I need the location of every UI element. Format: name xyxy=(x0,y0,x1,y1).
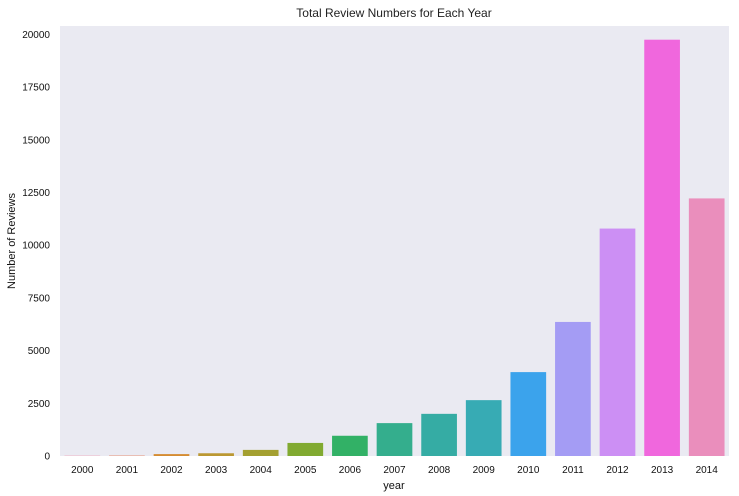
y-tick-label: 20000 xyxy=(22,30,50,41)
bar-2010 xyxy=(510,372,547,456)
x-tick-label: 2008 xyxy=(428,465,451,476)
y-tick-label: 10000 xyxy=(22,241,50,252)
bar-2008 xyxy=(421,413,457,456)
x-tick-label: 2006 xyxy=(339,465,362,476)
x-axis-label: year xyxy=(383,480,405,492)
x-tick-label: 2004 xyxy=(250,465,273,476)
x-tick-labels: 2000 2001 2002 2003 2004 2005 2006 2007 2008 2009… xyxy=(71,465,718,476)
bar-2005 xyxy=(287,442,324,456)
x-tick-label: 2003 xyxy=(205,465,228,476)
y-axis-label: Number of Reviews xyxy=(6,193,18,289)
x-tick-label: 2011 xyxy=(562,465,584,476)
x-tick-label: 2000 xyxy=(71,465,94,476)
x-tick-label: 2002 xyxy=(160,465,183,476)
bars-group xyxy=(64,39,725,457)
x-tick-label: 2007 xyxy=(383,465,406,476)
x-tick-label: 2009 xyxy=(473,465,496,476)
chart-title: Total Review Numbers for Each Year xyxy=(296,6,491,20)
bar-2012 xyxy=(599,228,636,456)
bar-2006 xyxy=(332,435,368,456)
bar-2007 xyxy=(376,423,413,456)
bar-2003 xyxy=(198,453,234,456)
x-tick-label: 2005 xyxy=(294,465,317,476)
y-tick-label: 0 xyxy=(44,452,50,463)
y-tick-label: 7500 xyxy=(28,293,51,304)
x-tick-label: 2013 xyxy=(651,465,674,476)
x-tick-label: 2014 xyxy=(696,465,719,476)
x-tick-label: 2012 xyxy=(606,465,629,476)
y-tick-label: 5000 xyxy=(28,346,51,357)
bar-2004 xyxy=(242,449,279,456)
x-tick-label: 2010 xyxy=(517,465,540,476)
y-tick-labels: 0 2500 5000 7500 10000 12500 15000 17500 20000 xyxy=(22,30,50,463)
bar-2002 xyxy=(153,454,190,456)
x-tick-label: 2001 xyxy=(116,465,139,476)
bar-2014 xyxy=(688,198,725,457)
y-tick-label: 17500 xyxy=(22,83,50,94)
bar-2009 xyxy=(465,400,502,456)
y-tick-label: 15000 xyxy=(22,135,50,146)
y-tick-label: 2500 xyxy=(28,399,51,410)
y-tick-label: 12500 xyxy=(22,188,50,199)
bar-2013 xyxy=(644,39,680,456)
bar-2011 xyxy=(555,321,591,456)
